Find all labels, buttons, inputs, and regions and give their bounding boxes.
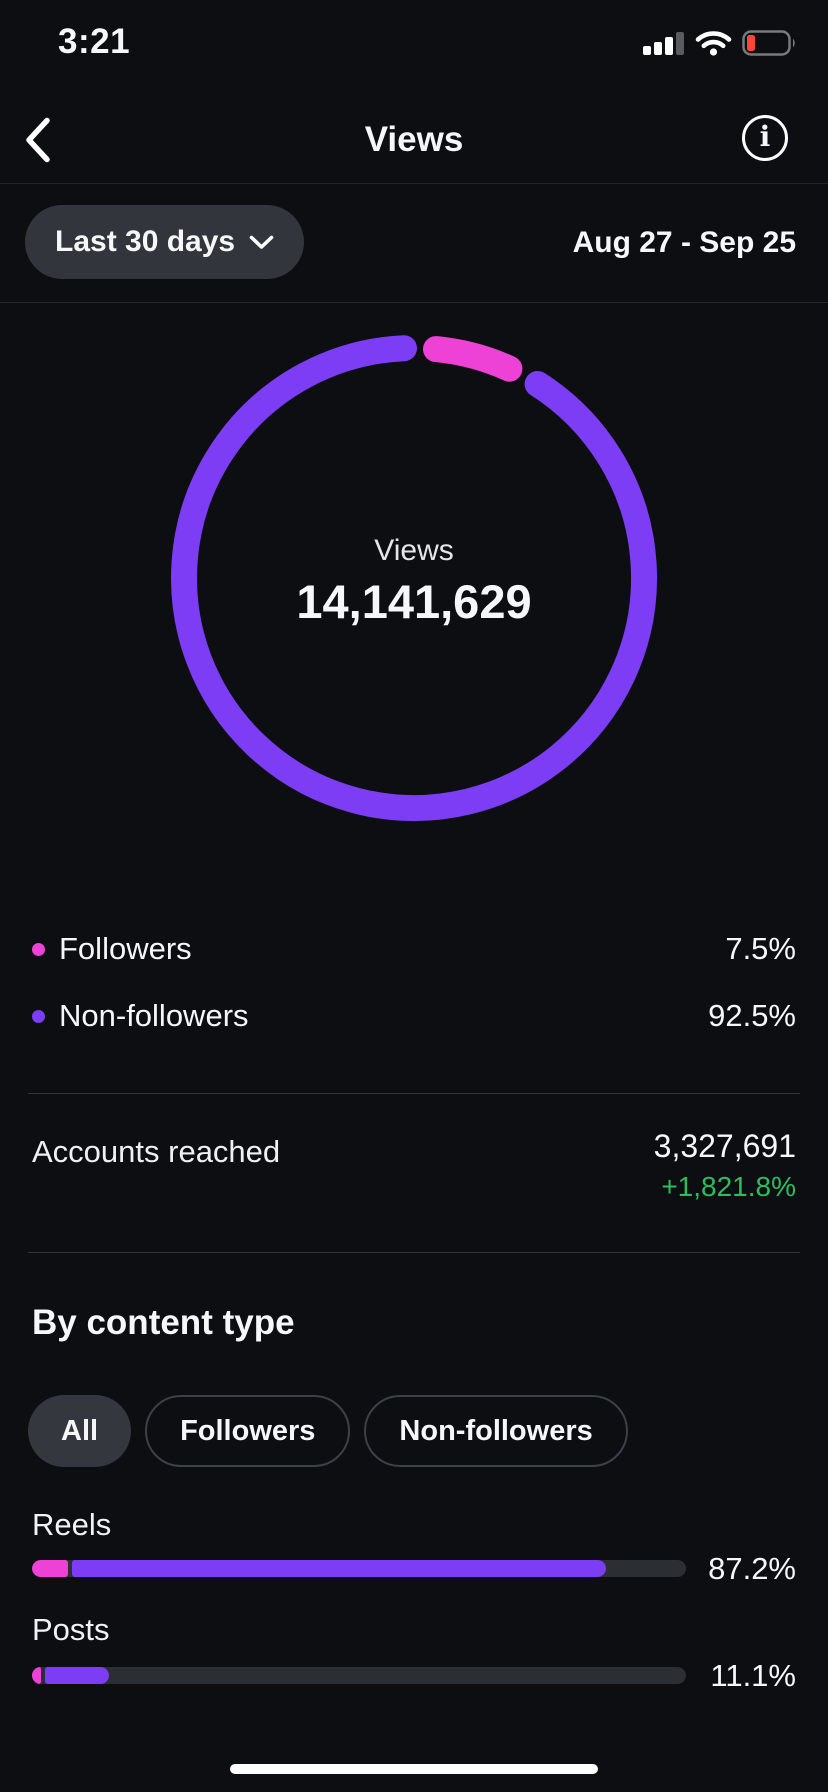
chevron-left-icon: [26, 117, 50, 163]
divider: [28, 1093, 800, 1094]
bar-value: 87.2%: [708, 1551, 796, 1586]
info-button[interactable]: i: [742, 115, 788, 161]
chevron-down-icon: [249, 235, 274, 249]
accounts-reached-row: Accounts reached 3,327,691 +1,821.8%: [32, 1128, 796, 1203]
back-button[interactable]: [24, 115, 58, 165]
legend-row-followers: Followers 7.5%: [32, 926, 796, 972]
filter-pill-followers[interactable]: Followers: [145, 1395, 351, 1467]
reels-non-followers-segment: [71, 1560, 607, 1577]
posts-followers-segment: [32, 1667, 42, 1684]
wifi-icon: [695, 31, 732, 56]
period-selector-label: Last 30 days: [55, 225, 236, 258]
followers-dot-icon: [32, 942, 45, 956]
status-bar-time: 3:21: [58, 22, 131, 61]
section-heading-by-content-type: By content type: [32, 1303, 295, 1342]
legend-label: Followers: [59, 931, 192, 966]
filter-pill-non-followers[interactable]: Non-followers: [364, 1395, 628, 1467]
views-donut-chart: [171, 335, 657, 821]
page-title: Views: [364, 120, 464, 159]
legend-row-non-followers: Non-followers 92.5%: [32, 993, 796, 1039]
accounts-reached-label: Accounts reached: [32, 1134, 281, 1169]
legend-value: 92.5%: [708, 998, 796, 1033]
reels-progress-bar: [32, 1560, 686, 1577]
period-selector[interactable]: Last 30 days: [25, 205, 305, 279]
date-range-label: Aug 27 - Sep 25: [572, 226, 796, 259]
divider: [0, 302, 828, 303]
bar-value: 11.1%: [710, 1658, 796, 1693]
battery-level-low: [747, 35, 755, 51]
divider: [28, 1252, 800, 1253]
accounts-reached-value: 3,327,691: [653, 1128, 796, 1164]
home-indicator[interactable]: [230, 1764, 598, 1774]
bar-label: Posts: [32, 1612, 110, 1647]
donut-center-value: 14,141,629: [296, 575, 532, 628]
content-type-filter-row: All Followers Non-followers: [28, 1395, 628, 1467]
filter-pill-all[interactable]: All: [28, 1395, 132, 1467]
bar-label: Reels: [32, 1507, 112, 1542]
legend-label: Non-followers: [59, 998, 249, 1033]
reels-followers-segment: [32, 1560, 68, 1577]
non-followers-dot-icon: [32, 1009, 45, 1023]
status-bar-icons: [643, 30, 798, 56]
cellular-signal-icon: [643, 32, 684, 55]
posts-progress-bar: [32, 1667, 686, 1684]
battery-icon: [742, 30, 795, 56]
donut-center-label: Views: [374, 534, 454, 567]
posts-non-followers-segment: [45, 1667, 109, 1684]
info-icon: i: [759, 120, 771, 153]
divider: [0, 183, 828, 184]
accounts-reached-delta: +1,821.8%: [661, 1171, 796, 1202]
legend-value: 7.5%: [725, 931, 796, 966]
